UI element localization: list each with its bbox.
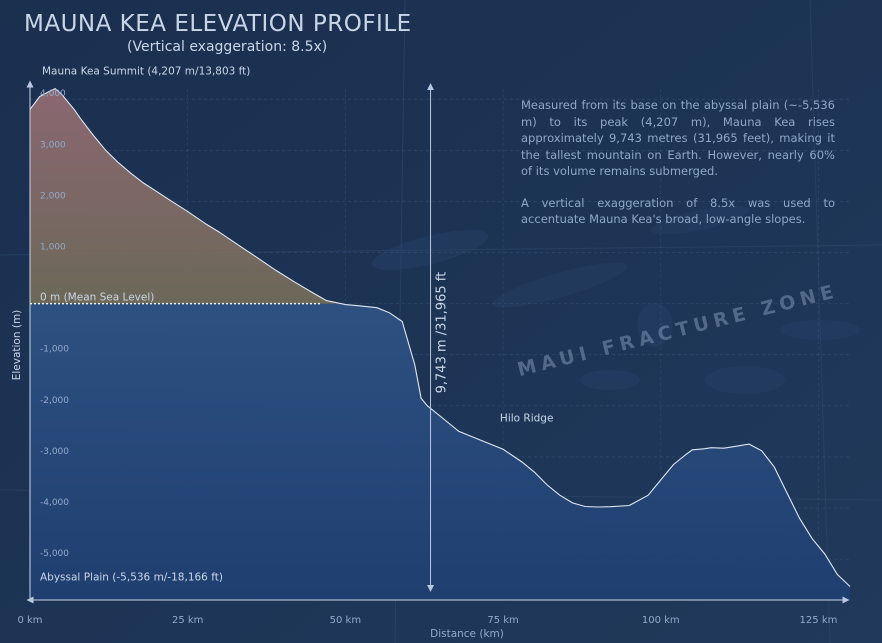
y-tick-label: -2,000 [40, 396, 69, 406]
hilo-ridge-annotation: Hilo Ridge [500, 412, 554, 424]
x-tick-label: 25 km [172, 615, 203, 626]
abyssal-annotation: Abyssal Plain (-5,536 m/-18,166 ft) [40, 572, 223, 584]
y-tick-label: 1,000 [40, 243, 66, 253]
y-tick-label: -3,000 [40, 447, 69, 457]
y-tick-labels: 4,000 3,000 2,000 1,000 -1,000 -2,000 -3,000 -4… [40, 89, 69, 559]
x-tick-label: 100 km [642, 615, 680, 626]
x-tick-label: 125 km [800, 615, 838, 626]
profile-line [29, 87, 851, 587]
y-axis-title: Elevation (m) [11, 310, 23, 381]
page-subtitle: (Vertical exaggeration: 8.5x) [127, 39, 328, 55]
x-tick-labels: 0 km 25 km 50 km 75 km 100 km 125 km [17, 615, 837, 626]
y-tick-label: -1,000 [40, 345, 69, 355]
submarine-area [30, 303, 850, 600]
x-axis-title: Distance (km) [430, 628, 504, 640]
y-tick-label: 3,000 [40, 140, 66, 150]
subaerial-area [30, 88, 341, 304]
x-tick-label: 0 km [17, 615, 42, 626]
page-title: MAUNA KEA ELEVATION PROFILE [24, 11, 412, 37]
y-tick-label: 4,000 [40, 89, 66, 99]
summit-annotation: Mauna Kea Summit (4,207 m/13,803 ft) [42, 66, 250, 78]
height-annotation: 9,743 m /31,965 ft [435, 272, 450, 394]
y-tick-label: 2,000 [40, 191, 66, 201]
info-paragraph: Measured from its base on the abyssal pl… [521, 98, 835, 178]
x-tick-label: 50 km [330, 615, 361, 626]
info-panel: Measured from its base on the abyssal pl… [521, 97, 835, 243]
y-tick-label: -5,000 [40, 549, 69, 559]
x-tick-label: 75 km [487, 615, 518, 626]
y-tick-label: -4,000 [40, 498, 69, 508]
info-paragraph: A vertical exaggeration of 8.5x was used… [521, 195, 835, 227]
sea-level-annotation: 0 m (Mean Sea Level) [40, 292, 154, 304]
